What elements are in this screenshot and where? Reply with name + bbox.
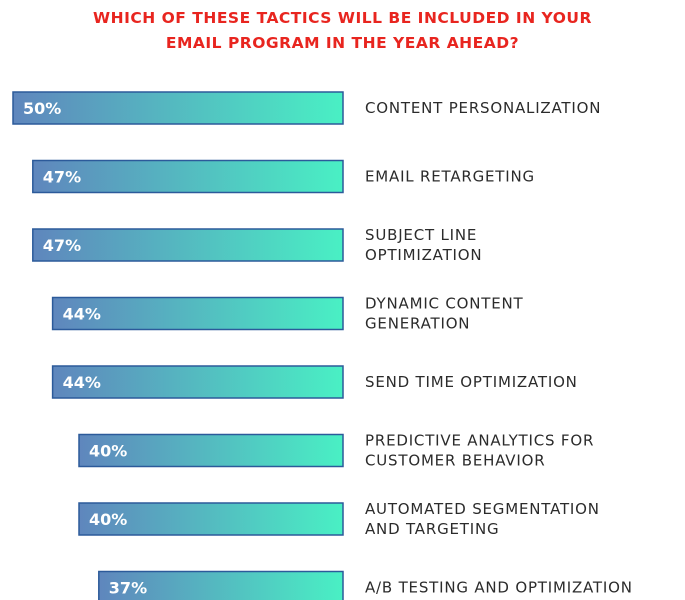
chart-title-line-2: EMAIL PROGRAM IN THE YEAR AHEAD? bbox=[165, 34, 520, 52]
bar-value-label-2: 47% bbox=[43, 168, 81, 187]
bar-8 bbox=[98, 570, 344, 600]
bars-group: 50% CONTENT PERSONALIZATION 47% EMAIL RETAR… bbox=[12, 91, 633, 600]
chart-title-line-1: WHICH OF THESE TACTICS WILL BE INCLUDED … bbox=[93, 9, 592, 27]
bar-value-label-1: 50% bbox=[23, 99, 61, 118]
bar-5 bbox=[51, 365, 344, 399]
category-label-1-line-1: CONTENT PERSONALIZATION bbox=[365, 99, 601, 117]
bar-1 bbox=[12, 91, 344, 125]
category-label-4-line-2: GENERATION bbox=[365, 315, 470, 333]
bar-value-label-5: 44% bbox=[63, 373, 101, 392]
bar-value-label-8: 37% bbox=[109, 579, 147, 598]
bar-7 bbox=[78, 502, 344, 536]
category-label-7-line-2: AND TARGETING bbox=[365, 520, 499, 538]
category-label-8-line-1: A/B TESTING AND OPTIMIZATION bbox=[365, 579, 633, 597]
bar-value-label-3: 47% bbox=[43, 236, 81, 255]
bar-value-label-6: 40% bbox=[89, 442, 127, 461]
bar-value-label-4: 44% bbox=[63, 305, 101, 324]
category-label-2-line-1: EMAIL RETARGETING bbox=[365, 168, 535, 186]
category-label-4-line-1: DYNAMIC CONTENT bbox=[365, 295, 524, 313]
category-label-6-line-2: CUSTOMER BEHAVIOR bbox=[365, 452, 545, 470]
category-label-7-line-1: AUTOMATED SEGMENTATION bbox=[365, 500, 600, 518]
category-label-3-line-2: OPTIMIZATION bbox=[365, 246, 482, 264]
bar-2 bbox=[32, 159, 344, 194]
bar-3 bbox=[32, 228, 344, 262]
chart-title: WHICH OF THESE TACTICS WILL BE INCLUDED … bbox=[0, 6, 685, 56]
category-label-6-line-1: PREDICTIVE ANALYTICS FOR bbox=[365, 432, 594, 450]
bar-6 bbox=[78, 433, 344, 468]
bar-4 bbox=[51, 296, 344, 331]
bar-value-label-7: 40% bbox=[89, 510, 127, 529]
category-label-5-line-1: SEND TIME OPTIMIZATION bbox=[365, 373, 578, 391]
category-label-3-line-1: SUBJECT LINE bbox=[365, 226, 477, 244]
